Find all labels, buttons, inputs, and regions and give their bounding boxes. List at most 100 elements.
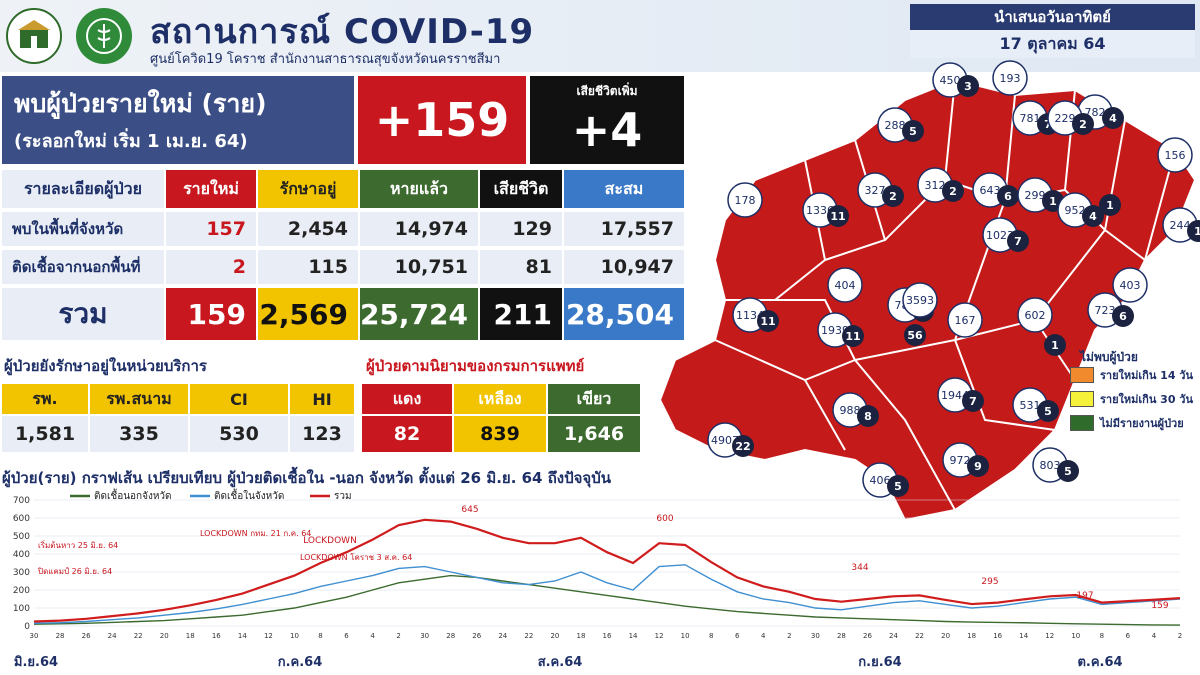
chart-x-tick: 18 [576,632,585,640]
chart-y-tick: 200 [13,586,30,596]
district-new-value: 5 [894,480,902,493]
chart-x-tick: 6 [1126,632,1131,640]
chart-x-tick: 14 [238,632,247,640]
district-new-value: 7 [969,395,977,408]
district-new-value: 11 [830,210,845,223]
chart-x-tick: 28 [56,632,65,640]
chart-annotation: ปิดแคมป์ 26 มิ.ย. 64 [37,566,112,576]
detail-total-cumulative: 28,504 [564,288,684,340]
district-cumulative-value: 1939 [821,324,849,337]
chart-data-label: 295 [981,577,998,587]
chart-x-tick: 22 [915,632,924,640]
district-cumulative-badge [827,267,863,303]
district-cumulative-value: 988 [840,404,861,417]
chart-x-tick: 10 [290,632,299,640]
trend-line-chart: 0 100 200 300 400 500 600 700 ติดเชื้อนอกจังหวั… [13,488,1182,670]
district-cumulative-value: 406 [870,474,891,487]
detail-row-imported-new: 2 [166,250,256,284]
district-new-value: 9 [974,460,982,473]
chart-x-tick: 18 [186,632,195,640]
page-subtitle: ศูนย์โควิด19 โคราช สำนักงานสาธารณสุขจังห… [150,52,501,67]
page-title: สถานการณ์ COVID-19 [150,12,535,52]
chart-x-tick: 28 [446,632,455,640]
severity-header-red: แดง [362,384,452,414]
district-cumulative-badge [1017,297,1053,333]
district-cumulative-value: 531 [1020,399,1041,412]
legend-swatch-orange [1070,367,1094,383]
severity-value-yellow: 839 [454,416,546,452]
map-legend-title: ไม่พบผู้ป่วย [1080,350,1138,364]
chart-x-tick: 12 [1045,632,1054,640]
legend-swatch-yellow [1070,391,1094,407]
district-new-badge [967,455,989,477]
detail-row-imported-deaths: 81 [480,250,562,284]
detail-total-label: รวม [2,288,164,340]
district-cumulative-value: 3593 [906,294,934,307]
detail-total-treating: 2,569 [258,288,358,340]
district-cumulative-value: 450 [940,74,961,87]
district-new-value: 6 [1004,190,1012,203]
chart-month-label: ส.ค.64 [538,655,583,670]
district-new-value: 11 [845,330,860,343]
district-cumulative-badge [1157,137,1193,173]
severity-header-green: เขียว [548,384,640,414]
legend-label-green: ไม่มีรายงานผู้ป่วย [1100,417,1184,430]
district-cumulative-value: 299 [1025,189,1046,202]
detail-row-imported-recovered: 10,751 [360,250,478,284]
chart-data-label: 159 [1151,601,1168,611]
detail-row-local-deaths: 129 [480,212,562,246]
district-new-value: 4 [1109,112,1117,125]
severity-value-green: 1,646 [548,416,640,452]
district-new-badge [857,405,879,427]
chart-month-label: ต.ค.64 [1077,655,1122,670]
chart-legend-label: รวม [334,491,352,502]
district-new-badge [1037,400,1059,422]
detail-total-deaths: 211 [480,288,562,340]
district-cumulative-value: 312 [925,179,946,192]
chart-x-tick: 10 [681,632,690,640]
detail-row-local-recovered: 14,974 [360,212,478,246]
chart-data-label: 645 [461,505,478,515]
new-deaths-value: +4 [571,103,643,157]
facility-header-hospital: รพ. [2,384,88,414]
district-cumulative-value: 1134 [736,309,764,322]
district-cumulative-value: 288 [885,119,906,132]
chart-y-tick: 700 [13,496,30,506]
chart-x-tick: 28 [837,632,846,640]
district-new-badge [732,435,754,457]
detail-header-new: รายใหม่ [166,170,256,208]
legend-label-yellow: รายใหม่เกิน 30 วัน [1100,393,1194,406]
chart-x-tick: 26 [82,632,91,640]
chart-x-tick: 8 [1100,632,1104,640]
chart-data-label: 344 [851,563,868,573]
chart-annotation: LOCKDOWN กทม. 21 ก.ค. 64 [200,529,311,538]
ministry-health-logo [76,8,132,64]
district-cumulative-value: 1944 [941,389,969,402]
district-new-value: 56 [907,329,923,342]
map-legend: รายใหม่เกิน 14 วัน รายใหม่เกิน 30 วัน ไม… [1070,366,1193,432]
chart-x-tick: 14 [1019,632,1028,640]
chart-x-tick: 24 [889,632,898,640]
district-new-value: 4 [1089,210,1097,223]
chart-y-tick: 0 [24,622,30,632]
district-new-value: 2 [1079,118,1087,131]
district-new-badge [957,75,979,97]
chart-title: ผู้ป่วย(ราย) กราฟเส้น เปรียบเทียบ ผู้ป่ว… [2,469,611,487]
district-new-badge [902,120,924,142]
chart-x-tick: 30 [420,632,429,640]
chart-y-tick: 500 [13,532,30,542]
facility-value-ci: 530 [190,416,288,452]
district-cumulative-value: 972 [950,454,971,467]
district-cumulative-badge [992,60,1028,96]
district-new-badge [882,185,904,207]
chart-x-tick: 14 [629,632,638,640]
district-cumulative-value: 403 [1120,279,1141,292]
chart-annotation: LOCKDOWN โคราช 3 ส.ค. 64 [300,552,412,562]
chart-x-tick: 6 [735,632,740,640]
chart-data-label: 197 [1076,591,1093,601]
province-district-map: 450 3 193 782 4 781 7 229 2 288 5 156 178 1336 11 327 2 3… [655,60,1200,522]
chart-x-tick: 26 [863,632,872,640]
presented-day-label: นำเสนอวันอาทิตย์ [910,4,1195,30]
chart-x-tick: 8 [318,632,322,640]
legend-item-yellow: รายใหม่เกิน 30 วัน [1070,390,1193,408]
